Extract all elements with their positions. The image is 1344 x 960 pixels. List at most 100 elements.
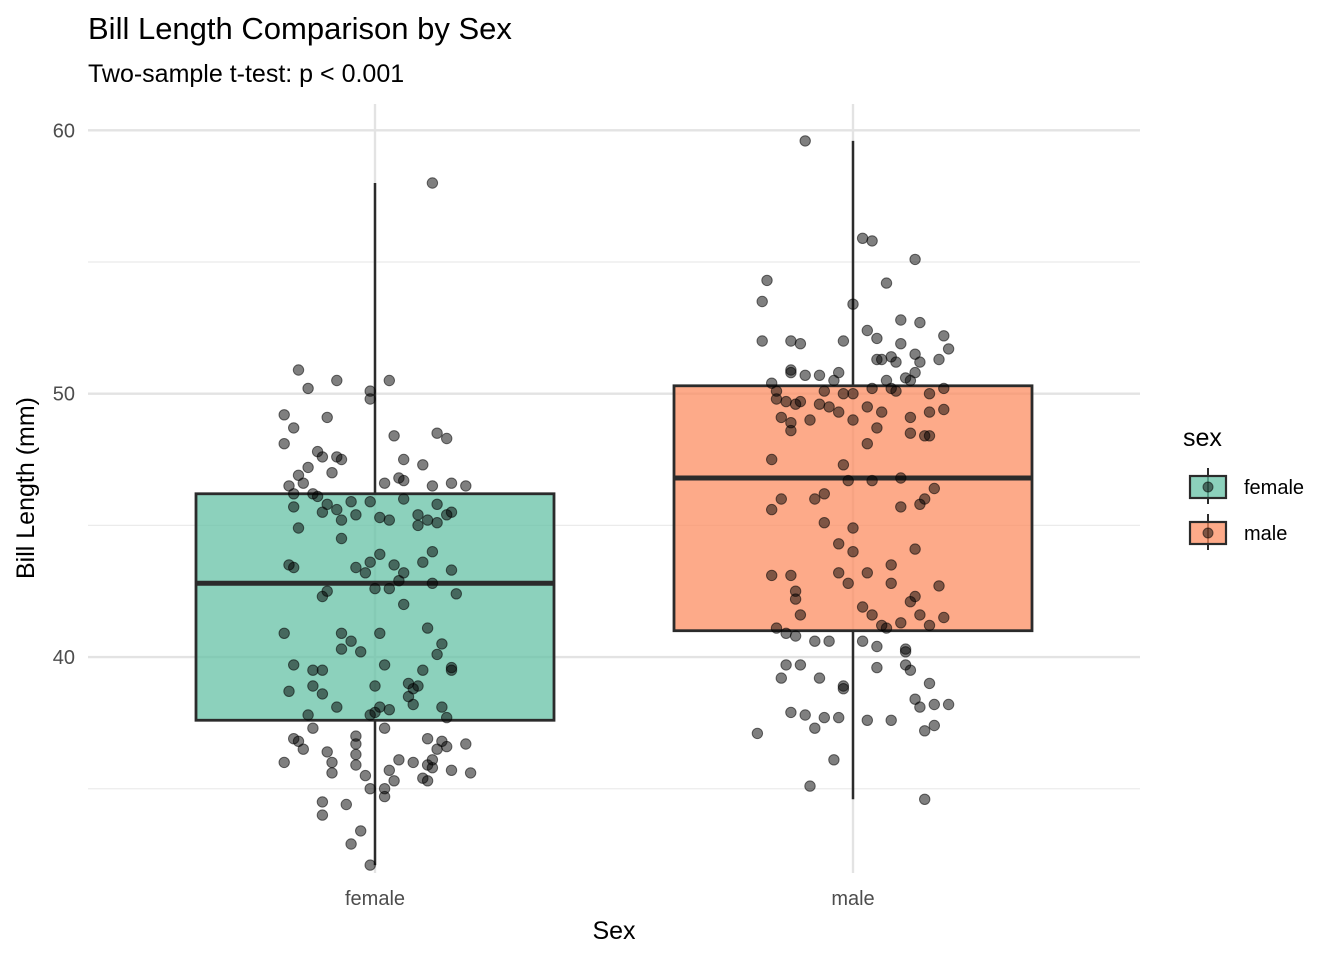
data-point-male-37	[837, 388, 850, 400]
data-point-female-54	[426, 546, 439, 558]
data-point-male-105	[895, 617, 907, 629]
data-point-male-8	[861, 324, 873, 337]
data-point-female-95	[412, 680, 424, 692]
data-point-female-49	[421, 514, 434, 526]
data-point-male-88	[833, 567, 845, 579]
data-point-female-87	[417, 664, 429, 676]
data-point-male-64	[904, 427, 917, 439]
data-point-male-43	[890, 385, 902, 397]
data-point-female-132	[383, 764, 395, 776]
data-point-male-84	[847, 546, 859, 558]
y-tick-label-40: 40	[53, 647, 75, 669]
data-point-male-141	[804, 780, 816, 792]
data-point-male-95	[904, 596, 917, 608]
data-point-female-52	[292, 522, 305, 534]
data-point-female-18	[398, 453, 410, 466]
legend: sex female male	[1183, 424, 1304, 550]
data-point-female-99	[383, 704, 395, 716]
data-point-female-104	[369, 706, 381, 719]
data-point-male-46	[770, 393, 783, 405]
data-point-female-68	[426, 577, 439, 589]
data-point-female-44	[383, 514, 395, 526]
data-point-male-119	[813, 672, 826, 684]
data-point-female-29	[426, 480, 439, 492]
data-point-male-45	[938, 382, 950, 395]
data-point-male-27	[785, 366, 797, 379]
data-point-female-20	[302, 461, 314, 474]
chart-title: Bill Length Comparison by Sex	[88, 11, 512, 46]
data-point-female-42	[350, 509, 362, 521]
data-point-male-129	[942, 698, 955, 711]
data-point-female-36	[364, 496, 376, 508]
data-point-male-124	[904, 664, 917, 676]
data-point-male-15	[871, 332, 883, 345]
data-point-female-16	[335, 453, 348, 466]
data-point-female-114	[441, 740, 453, 753]
data-point-male-55	[904, 411, 917, 424]
data-point-female-50	[431, 517, 443, 529]
data-point-female-121	[350, 759, 362, 771]
data-point-female-0	[426, 177, 439, 189]
data-point-female-75	[374, 627, 386, 639]
data-point-male-60	[785, 424, 797, 437]
data-point-male-93	[933, 580, 945, 592]
chart-subtitle: Two-sample t-test: p < 0.001	[88, 60, 404, 88]
data-point-male-11	[756, 335, 768, 347]
data-point-female-28	[398, 474, 410, 487]
data-point-male-101	[856, 601, 869, 613]
data-point-male-83	[833, 538, 845, 550]
data-point-male-47	[780, 395, 792, 408]
data-point-male-80	[914, 498, 926, 510]
y-axis-ticks: 40 50 60	[53, 120, 75, 669]
data-point-female-47	[445, 506, 458, 518]
data-point-female-39	[288, 501, 300, 513]
data-point-male-139	[828, 754, 840, 766]
data-point-male-12	[785, 335, 797, 347]
data-point-male-102	[866, 609, 878, 621]
data-point-female-73	[335, 627, 348, 639]
data-point-female-88	[445, 664, 458, 676]
data-point-female-48	[335, 514, 348, 526]
data-point-female-143	[345, 838, 357, 850]
data-point-female-141	[316, 809, 329, 821]
legend-title: sex	[1183, 424, 1222, 452]
data-point-female-71	[398, 598, 410, 611]
data-point-female-96	[302, 709, 314, 721]
data-point-female-8	[321, 411, 333, 424]
data-point-female-90	[307, 680, 319, 692]
data-point-female-72	[450, 588, 462, 600]
data-point-male-75	[895, 472, 907, 484]
data-point-male-107	[770, 622, 783, 634]
data-point-female-91	[316, 688, 329, 700]
data-point-male-28	[799, 369, 811, 381]
data-point-male-137	[751, 727, 764, 740]
data-point-female-33	[311, 490, 324, 503]
data-point-male-118	[794, 659, 807, 671]
y-tick-label-50: 50	[53, 384, 75, 406]
data-point-female-97	[331, 701, 343, 713]
data-point-female-56	[374, 548, 386, 560]
data-point-male-110	[809, 635, 821, 647]
data-point-male-51	[823, 401, 835, 413]
data-point-female-130	[326, 767, 338, 779]
data-point-male-86	[885, 559, 897, 571]
data-point-male-90	[785, 569, 797, 582]
data-point-male-71	[775, 493, 787, 505]
data-point-male-29	[813, 369, 826, 381]
data-point-male-117	[775, 672, 787, 684]
data-point-male-3	[909, 253, 921, 266]
data-point-male-138	[809, 722, 821, 734]
data-point-female-9	[288, 422, 300, 434]
data-point-female-3	[383, 374, 395, 387]
data-point-female-106	[307, 722, 319, 734]
data-point-male-2	[866, 235, 878, 247]
data-point-male-121	[837, 683, 850, 695]
data-point-male-109	[789, 630, 802, 642]
data-point-female-61	[288, 561, 300, 574]
y-tick-label-60: 60	[53, 120, 75, 142]
data-point-female-45	[412, 509, 424, 521]
data-point-male-52	[833, 406, 845, 418]
data-point-male-112	[856, 635, 869, 647]
data-point-male-85	[909, 543, 921, 555]
